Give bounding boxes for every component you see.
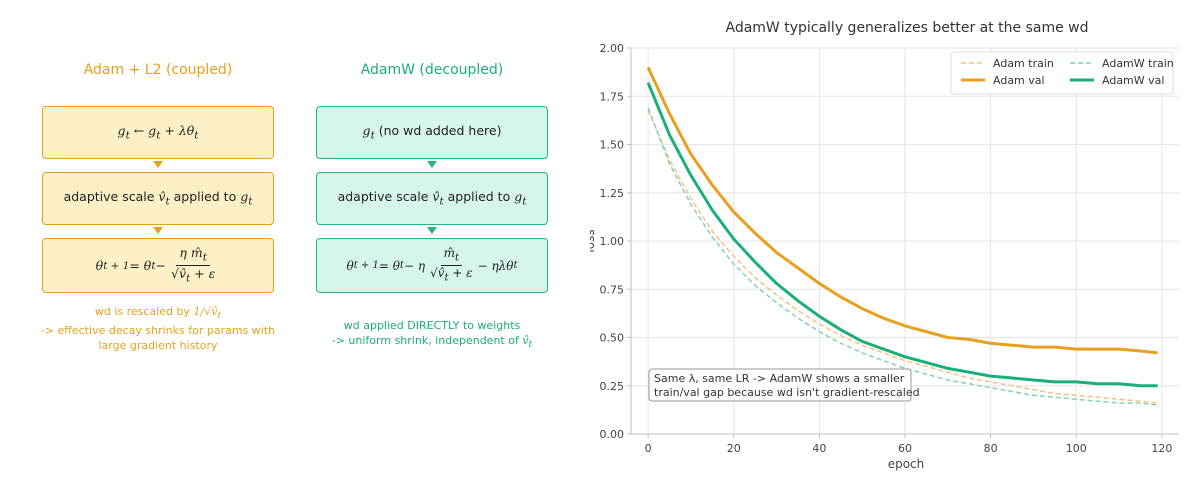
annotation-line-1: Same λ, same LR -> AdamW shows a smaller [654,372,905,385]
chart-axes: 0.00 0.25 0.50 0.75 1.00 1.25 1.50 1.75 2.00 0 20 4… [600,42,1179,455]
x-tick-label: 20 [727,442,741,455]
adamw-title: AdamW (decoupled) [360,62,504,78]
chart-title: AdamW typically generalizes better at th… [725,20,1088,36]
adam-grad-step-formula: gt ← gt + λθt [117,123,199,142]
adam-arrow-2 [153,227,163,234]
adamw-grad-step-text: gt (no wd added here) [362,123,502,142]
x-tick-label: 80 [984,442,998,455]
y-tick-label: 1.25 [600,187,625,200]
adamw-grad-step-box: gt (no wd added here) [316,106,548,159]
y-axis-label: loss [590,229,597,252]
chart-series [646,66,1158,406]
adam-l2-title: Adam + L2 (coupled) [83,62,233,78]
y-tick-label: 1.00 [600,235,625,248]
adamw-arrow-2 [427,227,437,234]
x-tick-label: 60 [898,442,912,455]
adam-adaptive-scale-text: adaptive scale v̂t applied to gt [63,189,253,208]
x-tick-label: 100 [1066,442,1087,455]
legend-label-adamw-val: AdamW val [1102,74,1164,87]
legend-label-adam-train: Adam train [993,57,1054,70]
annotation-line-2: train/val gap because wd isn't gradient-… [654,386,920,399]
chart-legend: Adam train Adam val AdamW train AdamW va… [950,51,1174,95]
x-tick-label: 120 [1151,442,1172,455]
adam-grad-step-box: gt ← gt + λθt [42,106,274,159]
adamw-note: wd applied DIRECTLY to weights -> unifor… [331,319,533,351]
y-tick-label: 1.75 [600,90,625,103]
y-tick-label: 0.75 [600,283,625,296]
legend-label-adamw-train: AdamW train [1102,57,1174,70]
adamw-adaptive-scale-text: adaptive scale v̂t applied to gt [337,189,527,208]
y-tick-label: 0.50 [600,332,625,345]
annotation-box [648,368,912,402]
series-line-adam-val [646,66,1158,355]
x-tick-label: 0 [645,442,652,455]
legend-frame [950,51,1174,95]
legend-label-adam-val: Adam val [993,74,1045,87]
series-line-adamw-train [647,107,1158,406]
y-tick-label: 2.00 [600,42,625,55]
adamw-arrow-1 [427,161,437,168]
adam-adaptive-scale-box: adaptive scale v̂t applied to gt [42,172,274,225]
y-tick-label: 0.25 [600,380,625,393]
adamw-adaptive-scale-box: adaptive scale v̂t applied to gt [316,172,548,225]
x-axis-label: epoch [888,457,925,471]
loss-chart: AdamW typically generalizes better at th… [590,20,1179,471]
y-tick-label: 0.00 [600,428,625,441]
y-tick-label: 1.50 [600,139,625,152]
series-line-adamw-val [646,82,1158,388]
adam-note: wd is rescaled by 1/√v̂t -> effective de… [40,305,276,353]
chart-annotation: Same λ, same LR -> AdamW shows a smaller… [648,368,920,402]
adam-arrow-1 [153,161,163,168]
x-tick-label: 40 [812,442,826,455]
series-line-adam-train [647,109,1158,404]
